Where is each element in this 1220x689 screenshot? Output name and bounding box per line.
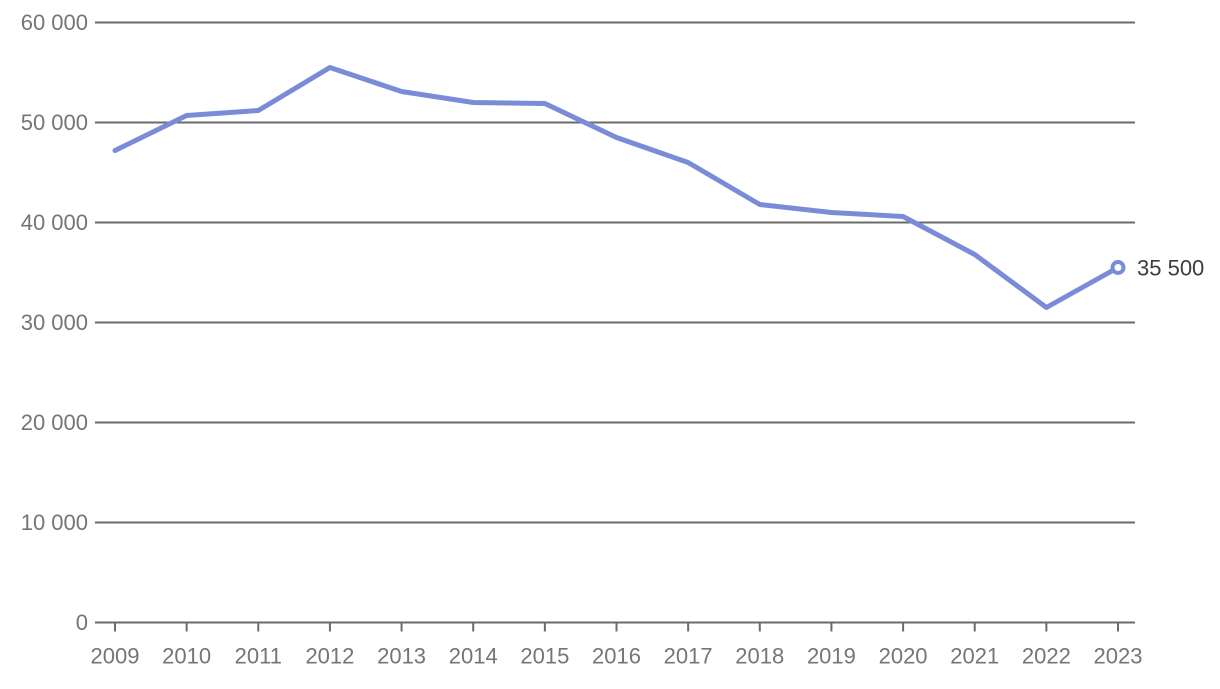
y-tick-label: 60 000 (21, 10, 88, 35)
x-tick-label: 2009 (91, 644, 140, 669)
x-tick-label: 2012 (305, 644, 354, 669)
y-tick-label: 40 000 (21, 210, 88, 235)
last-point-value-label: 35 500 (1137, 256, 1204, 281)
y-tick-label: 20 000 (21, 410, 88, 435)
x-tick-label: 2019 (807, 644, 856, 669)
x-tick-label: 2022 (1022, 644, 1071, 669)
y-tick-label: 10 000 (21, 510, 88, 535)
x-tick-label: 2018 (735, 644, 784, 669)
x-tick-label: 2016 (592, 644, 641, 669)
data-line (112, 65, 1121, 310)
x-tick-label: 2023 (1094, 644, 1143, 669)
x-tick-label: 2010 (162, 644, 211, 669)
x-tick-label: 2013 (377, 644, 426, 669)
x-tick-label: 2011 (235, 644, 282, 669)
x-tick-label: 2020 (879, 644, 928, 669)
last-point-marker (1110, 260, 1126, 275)
x-tick-label: 2015 (520, 644, 569, 669)
y-tick-label: 30 000 (21, 310, 88, 335)
y-tick-label: 50 000 (21, 110, 88, 135)
x-tick-label: 2021 (950, 644, 999, 669)
y-tick-label: 0 (76, 610, 88, 635)
x-tick-label: 2014 (449, 644, 498, 669)
x-tick-label: 2017 (664, 644, 713, 669)
